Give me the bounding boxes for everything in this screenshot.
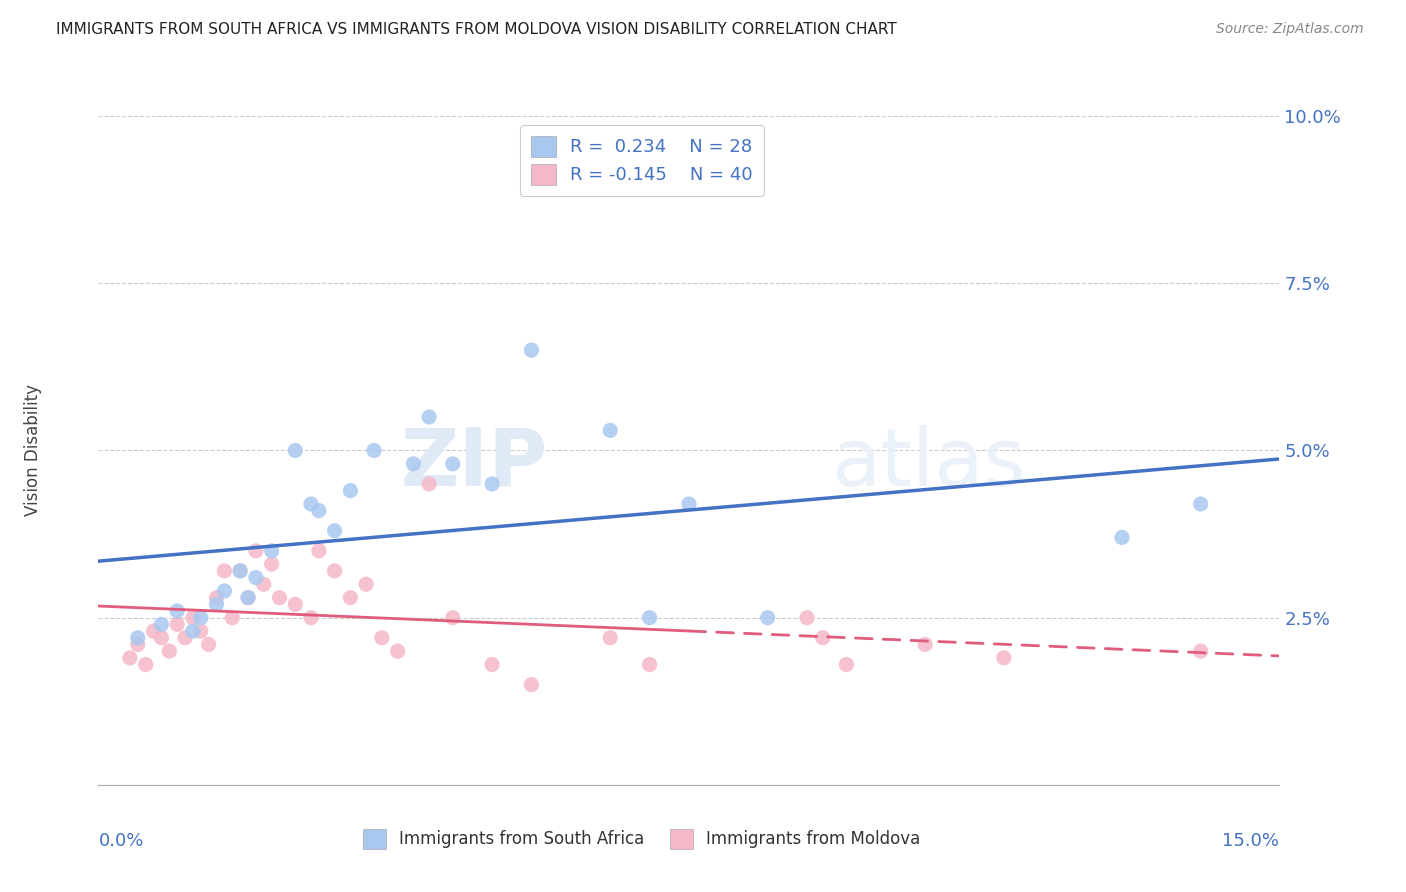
Point <box>638 657 661 672</box>
Point <box>229 564 252 578</box>
Point <box>387 644 409 658</box>
Point <box>229 564 252 578</box>
Point <box>1189 644 1212 658</box>
Point <box>127 637 149 651</box>
Text: Vision Disability: Vision Disability <box>24 384 42 516</box>
Legend: Immigrants from South Africa, Immigrants from Moldova: Immigrants from South Africa, Immigrants… <box>354 821 929 857</box>
Point <box>402 457 425 471</box>
Point <box>418 410 440 425</box>
Point <box>339 591 361 605</box>
Point <box>481 657 503 672</box>
Text: Source: ZipAtlas.com: Source: ZipAtlas.com <box>1216 22 1364 37</box>
Point <box>678 497 700 511</box>
Point <box>190 611 212 625</box>
Point <box>236 591 259 605</box>
Text: atlas: atlas <box>831 425 1025 503</box>
Point <box>354 577 377 591</box>
Point <box>260 557 283 572</box>
Point <box>638 611 661 625</box>
Point <box>245 571 267 585</box>
Point <box>142 624 165 639</box>
Point <box>214 564 236 578</box>
Point <box>174 631 197 645</box>
Point <box>520 343 543 358</box>
Point <box>284 443 307 458</box>
Point <box>166 617 188 632</box>
Point <box>197 637 219 651</box>
Point <box>441 457 464 471</box>
Point <box>993 651 1015 665</box>
Point <box>323 564 346 578</box>
Point <box>236 591 259 605</box>
Point <box>599 424 621 438</box>
Text: IMMIGRANTS FROM SOUTH AFRICA VS IMMIGRANTS FROM MOLDOVA VISION DISABILITY CORREL: IMMIGRANTS FROM SOUTH AFRICA VS IMMIGRAN… <box>56 22 897 37</box>
Point <box>299 611 322 625</box>
Point <box>299 497 322 511</box>
Point <box>308 543 330 558</box>
Point <box>181 611 204 625</box>
Point <box>260 543 283 558</box>
Point <box>756 611 779 625</box>
Point <box>221 611 243 625</box>
Point <box>284 598 307 612</box>
Point <box>157 644 180 658</box>
Point <box>166 604 188 618</box>
Point <box>796 611 818 625</box>
Point <box>308 503 330 517</box>
Point <box>371 631 394 645</box>
Point <box>599 631 621 645</box>
Point <box>190 624 212 639</box>
Text: 15.0%: 15.0% <box>1222 831 1279 850</box>
Point <box>205 598 228 612</box>
Point <box>914 637 936 651</box>
Point <box>181 624 204 639</box>
Point <box>835 657 858 672</box>
Point <box>205 591 228 605</box>
Point <box>245 543 267 558</box>
Point <box>520 678 543 692</box>
Point <box>269 591 291 605</box>
Point <box>339 483 361 498</box>
Text: 0.0%: 0.0% <box>98 831 143 850</box>
Point <box>135 657 157 672</box>
Text: ZIP: ZIP <box>399 425 547 503</box>
Point <box>363 443 385 458</box>
Point <box>150 631 173 645</box>
Point <box>323 524 346 538</box>
Point <box>1189 497 1212 511</box>
Point <box>441 611 464 625</box>
Point <box>214 583 236 598</box>
Point <box>811 631 834 645</box>
Point <box>253 577 276 591</box>
Point <box>150 617 173 632</box>
Point <box>418 476 440 491</box>
Point <box>127 631 149 645</box>
Point <box>118 651 141 665</box>
Point <box>1111 530 1133 544</box>
Point <box>481 476 503 491</box>
